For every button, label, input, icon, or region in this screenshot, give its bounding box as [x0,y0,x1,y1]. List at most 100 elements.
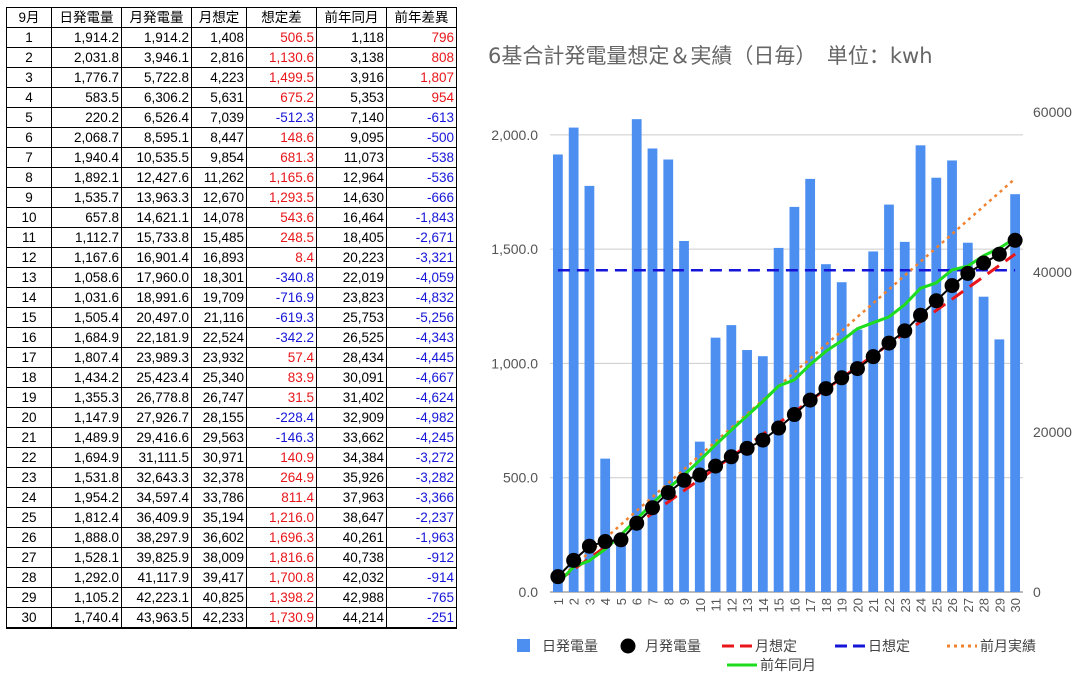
data-point [928,293,944,309]
data-point [818,381,834,397]
table-cell: 26,747 [191,387,247,408]
x-tick-label: 4 [598,598,613,605]
table-cell: 3,946.1 [121,47,192,68]
data-point [676,472,692,488]
table-row: 6 2,068.7 8,595.1 8,447 148.6 9,095 -500 [6,127,457,148]
table-row: 12 1,167.6 16,901.4 16,893 8.4 20,223 -3,321 [6,247,457,268]
bar [631,119,642,592]
table-cell: -4,343 [386,327,457,348]
data-point [865,349,881,365]
table-cell: 6 [6,127,52,148]
table-cell: -500 [386,127,457,148]
table-row: 15 1,505.4 20,497.0 21,116 -619.3 25,753 -5,25… [6,307,457,328]
data-point [771,420,787,436]
data-point [834,370,850,386]
table-cell: 38,297.9 [121,527,192,548]
table-cell: 31.5 [246,387,317,408]
table-cell: 12,427.6 [121,167,192,188]
bar [915,145,926,592]
table-cell: 16 [6,327,52,348]
table-cell: 10,535.5 [121,147,192,168]
bar [868,251,879,593]
bar [568,127,579,593]
data-point [849,361,865,377]
table-cell: 796 [386,27,457,48]
table-cell: 18 [6,367,52,388]
table-cell: 30,971 [191,447,247,468]
y-left-tick-label: 500.0 [503,470,538,486]
x-tick-label: 1 [551,598,566,605]
table-cell: -4,982 [386,407,457,428]
table-cell: 1,535.7 [51,187,122,208]
table-cell: 1,398.2 [246,587,317,608]
table-cell: -536 [386,167,457,188]
table-cell: 148.6 [246,127,317,148]
table-cell: -4,667 [386,367,457,388]
series-line [557,239,1016,578]
table-cell: -1,843 [386,207,457,228]
table-cell: 1,888.0 [51,527,122,548]
table-cell: 1,505.4 [51,307,122,328]
data-point [613,532,629,548]
table-cell: 2 [6,47,52,68]
table-cell: 20,223 [316,247,387,268]
data-table-container: 9月 日発電量 月発電量 月想定 想定差 前年同月 前年差異 1 1,914.2 1,914.2… [6,7,457,629]
table-cell: 1,293.5 [246,187,317,208]
table-cell: 19,709 [191,287,247,308]
table-cell: -146.3 [246,427,317,448]
column-header: 9月 [6,7,52,28]
table-cell: 15,733.8 [121,227,192,248]
table-cell: 26,525 [316,327,387,348]
table-cell: 31,111.5 [121,447,192,468]
table-cell: 32,643.3 [121,467,192,488]
table-cell: 808 [386,47,457,68]
table-cell: 21 [6,427,52,448]
table-cell: 34,384 [316,447,387,468]
table-cell: 24 [6,487,52,508]
x-tick-label: 21 [866,598,881,612]
table-cell: 17,960.0 [121,267,192,288]
table-row: 8 1,892.1 12,427.6 11,262 1,165.6 12,964 -536 [6,167,457,188]
table-row: 11 1,112.7 15,733.8 15,485 248.5 18,405 -2,671 [6,227,457,248]
table-cell: 25 [6,507,52,528]
table-cell: 1,694.9 [51,447,122,468]
table-cell: -3,272 [386,447,457,468]
table-cell: 1,130.6 [246,47,317,68]
data-point [629,515,645,531]
table-cell: -716.9 [246,287,317,308]
x-tick-label: 3 [582,598,597,605]
data-point [755,432,771,448]
x-tick-label: 6 [630,598,645,605]
table-cell: 1,058.6 [51,267,122,288]
table-cell: -765 [386,587,457,608]
table-body: 1 1,914.2 1,914.2 1,408 506.5 1,118 796 2 2,031.… [6,27,457,629]
table-cell: -3,366 [386,487,457,508]
bar [1010,194,1021,593]
table-cell: 8.4 [246,247,317,268]
table-cell: -4,059 [386,267,457,288]
bar [821,264,831,592]
table-cell: 19 [6,387,52,408]
table-cell: 1,730.9 [246,607,317,629]
bar [584,185,595,592]
table-cell: 220.2 [51,107,122,128]
column-header: 月想定 [191,7,247,28]
table-row: 25 1,812.4 36,409.9 35,194 1,216.0 38,647 -2,2… [6,507,457,528]
table-row: 10 657.8 14,621.1 14,078 543.6 16,464 -1,843 [6,207,457,228]
table-cell: 22 [6,447,52,468]
data-point [897,323,913,339]
table-cell: 1,292.0 [51,567,122,588]
table-cell: 18,405 [316,227,387,248]
table-cell: 16,901.4 [121,247,192,268]
table-cell: 27 [6,547,52,568]
table-cell: 21,116 [191,307,247,328]
table-cell: 1,740.4 [51,607,122,629]
table-cell: 954 [386,87,457,108]
series-line [557,252,1016,582]
column-header: 前年差異 [386,7,457,28]
table-cell: -4,445 [386,347,457,368]
bar [899,241,910,593]
table-cell: 18,991.6 [121,287,192,308]
table-cell: 1,528.1 [51,547,122,568]
table-cell: 8,447 [191,127,247,148]
